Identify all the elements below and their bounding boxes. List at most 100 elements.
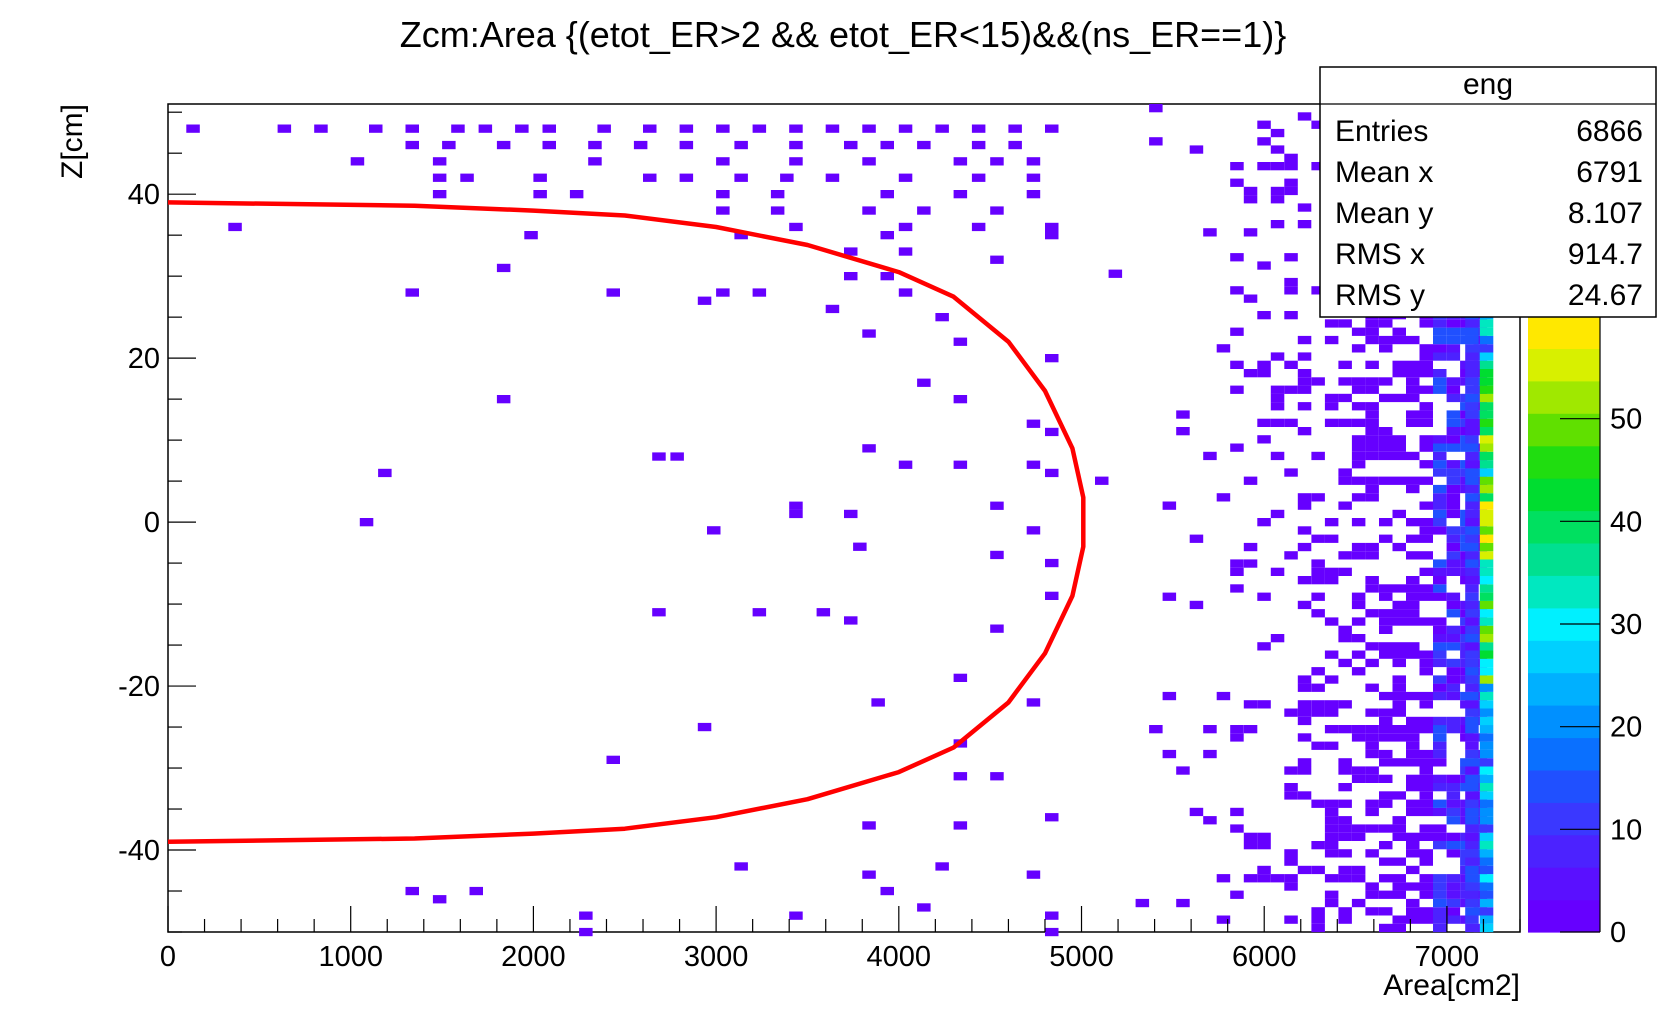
histogram-bin xyxy=(1479,824,1494,833)
histogram-bin xyxy=(862,870,876,879)
histogram-bin xyxy=(1257,162,1271,171)
histogram-bin xyxy=(1446,882,1461,891)
histogram-bin xyxy=(1479,766,1494,775)
histogram-bin xyxy=(1446,501,1461,510)
histogram-bin xyxy=(1479,642,1494,651)
histogram-bin xyxy=(1392,369,1406,378)
histogram-bin xyxy=(1433,451,1447,461)
histogram-bin xyxy=(1365,418,1379,427)
histogram-bin xyxy=(971,140,986,150)
histogram-bin xyxy=(679,173,694,182)
histogram-bin xyxy=(1406,799,1420,808)
histogram-bin xyxy=(1297,766,1312,775)
histogram-bin xyxy=(789,911,803,920)
histogram-bin xyxy=(1243,542,1258,552)
histogram-bin xyxy=(1284,153,1298,162)
histogram-bin xyxy=(1284,178,1298,187)
histogram-bin xyxy=(1392,360,1406,369)
histogram-bin xyxy=(1243,476,1258,485)
histogram-bin xyxy=(734,140,748,150)
histogram-bin xyxy=(1433,783,1447,792)
histogram-bin xyxy=(1270,128,1285,138)
histogram-bin xyxy=(1216,915,1231,924)
histogram-bin xyxy=(789,157,803,166)
histogram-bin xyxy=(1419,791,1433,800)
histogram-bin xyxy=(314,124,328,133)
histogram-bin xyxy=(862,329,876,338)
histogram-bin xyxy=(1338,319,1352,328)
histogram-bin xyxy=(1284,551,1298,560)
histogram-bin xyxy=(1243,559,1258,568)
histogram-bin xyxy=(1392,584,1406,593)
histogram-bin xyxy=(1379,592,1393,601)
histogram-bin xyxy=(1419,567,1433,576)
histogram-bin xyxy=(1446,559,1461,568)
histogram-bin xyxy=(1392,335,1406,345)
histogram-bin xyxy=(1230,733,1244,742)
histogram-bin xyxy=(1338,700,1352,709)
histogram-bin xyxy=(1433,882,1447,891)
histogram-bin xyxy=(1419,849,1433,858)
histogram-bin xyxy=(1479,816,1494,825)
histogram-bin xyxy=(1230,286,1244,295)
histogram-bin xyxy=(789,222,803,232)
histogram-bin xyxy=(569,190,584,199)
histogram-bin xyxy=(1446,915,1461,924)
histogram-bin xyxy=(378,468,392,478)
histogram-bin xyxy=(1270,874,1285,883)
histogram-bin xyxy=(1433,335,1447,345)
histogram-bin xyxy=(1406,650,1420,659)
histogram-bin xyxy=(1311,923,1325,933)
histogram-bin xyxy=(1162,501,1177,510)
histogram-bin xyxy=(1230,807,1244,817)
histogram-bin xyxy=(1365,576,1379,585)
histogram-bin xyxy=(1311,700,1325,709)
histogram-bin xyxy=(1465,733,1479,742)
histogram-bin xyxy=(1419,551,1433,560)
histogram-bin xyxy=(1392,725,1406,734)
histogram-bin xyxy=(1433,584,1447,593)
histogram-bin xyxy=(1392,683,1406,692)
histogram-bin xyxy=(1351,385,1366,394)
histogram-bin xyxy=(1392,882,1406,891)
colorbar-segment xyxy=(1528,542,1600,576)
histogram-bin xyxy=(1465,898,1479,908)
colorbar-segment xyxy=(1528,445,1600,479)
histogram-bin xyxy=(935,313,949,322)
histogram-bin xyxy=(1365,683,1379,692)
histogram-bin xyxy=(1365,377,1379,386)
histogram-bin xyxy=(1189,145,1204,154)
histogram-bin xyxy=(1446,476,1461,485)
histogram-bin xyxy=(770,190,785,199)
histogram-bin xyxy=(1297,112,1312,121)
histogram-bin xyxy=(1433,650,1447,659)
histogram-bin xyxy=(1419,418,1433,427)
histogram-bin xyxy=(898,124,913,133)
histogram-bin xyxy=(1026,190,1041,199)
histogram-bin xyxy=(1324,418,1339,427)
histogram-bin xyxy=(1257,418,1271,427)
colorbar-tick-label: 50 xyxy=(1610,404,1642,436)
histogram-bin xyxy=(1406,617,1420,626)
histogram-bin xyxy=(1419,344,1433,353)
histogram-bin xyxy=(1419,857,1433,866)
histogram-bin xyxy=(1479,650,1494,659)
stats-value: 24.67 xyxy=(1568,279,1643,312)
histogram-bin xyxy=(1392,658,1406,668)
histogram-bin xyxy=(1351,551,1366,560)
histogram-bin xyxy=(734,862,748,871)
histogram-bin xyxy=(1433,377,1447,386)
histogram-bin xyxy=(1433,799,1447,808)
colorbar-segment xyxy=(1528,899,1600,933)
histogram-bin xyxy=(1338,865,1352,875)
histogram-bin xyxy=(1351,650,1366,659)
histogram-bin xyxy=(1324,832,1339,841)
histogram-bin xyxy=(990,206,1004,215)
histogram-bin xyxy=(228,222,242,232)
histogram-bin xyxy=(1479,725,1494,734)
histogram-bin xyxy=(1379,609,1393,618)
x-axis: 0 1000 2000 3000 4000 5000 6000 7000 xyxy=(160,906,1521,973)
histogram-bin xyxy=(1270,195,1285,204)
stats-value: 6866 xyxy=(1576,115,1643,148)
histogram-bin xyxy=(1419,501,1433,510)
